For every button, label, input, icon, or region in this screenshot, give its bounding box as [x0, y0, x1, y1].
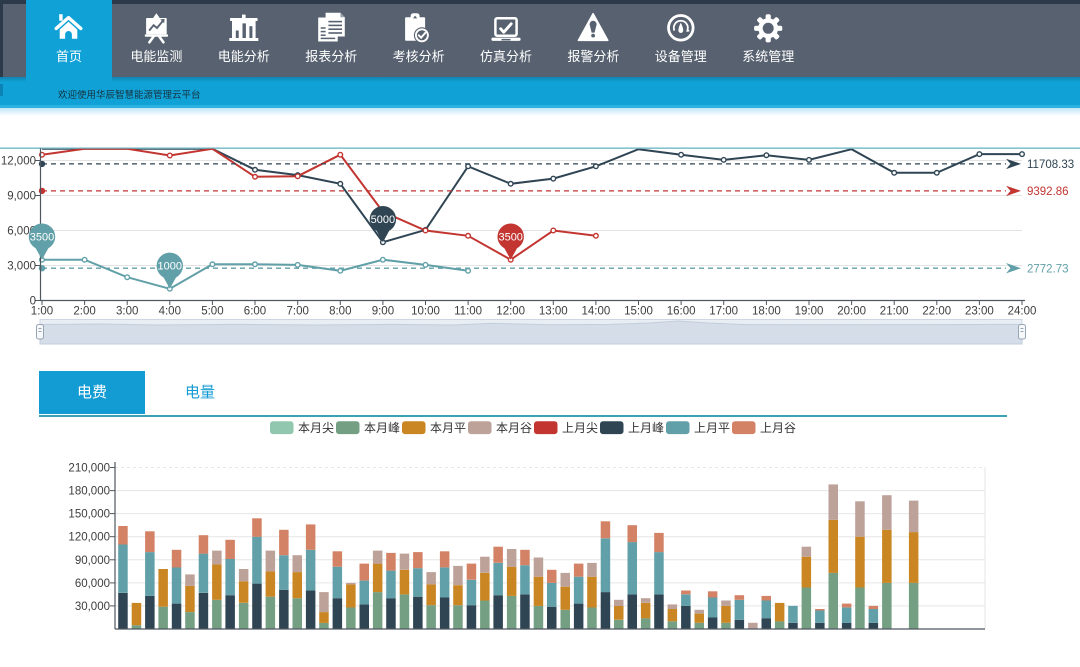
svg-text:3:00: 3:00: [116, 306, 138, 318]
svg-text:0: 0: [30, 296, 36, 308]
svg-text:210,000: 210,000: [68, 463, 110, 475]
svg-text:22:00: 22:00: [922, 306, 951, 318]
svg-text:120,000: 120,000: [68, 532, 110, 544]
svg-text:3500: 3500: [30, 232, 54, 244]
svg-text:9,000: 9,000: [7, 191, 36, 203]
svg-text:设备管理: 设备管理: [655, 49, 707, 64]
svg-text:24:00: 24:00: [1008, 306, 1037, 318]
svg-text:90,000: 90,000: [75, 555, 110, 567]
svg-text:16:00: 16:00: [667, 306, 696, 318]
svg-text:电能监测: 电能监测: [130, 49, 182, 64]
svg-text:21:00: 21:00: [880, 306, 909, 318]
svg-text:150,000: 150,000: [68, 509, 110, 521]
svg-text:3500: 3500: [498, 232, 522, 244]
svg-text:6,000: 6,000: [7, 226, 36, 238]
svg-text:上月峰: 上月峰: [628, 421, 664, 435]
svg-text:1:00: 1:00: [31, 306, 53, 318]
svg-text:首页: 首页: [56, 49, 82, 64]
svg-text:17:00: 17:00: [709, 306, 738, 318]
svg-text:11708.33: 11708.33: [1027, 159, 1074, 171]
svg-text:13:00: 13:00: [539, 306, 568, 318]
svg-text:4:00: 4:00: [159, 306, 181, 318]
svg-text:考核分析: 考核分析: [393, 49, 445, 64]
svg-text:9392.86: 9392.86: [1027, 186, 1069, 198]
svg-text:系统管理: 系统管理: [742, 49, 794, 64]
svg-text:5000: 5000: [371, 214, 395, 226]
svg-text:9:00: 9:00: [372, 306, 394, 318]
svg-text:上月谷: 上月谷: [760, 421, 796, 435]
svg-text:3,000: 3,000: [7, 261, 36, 273]
svg-text:2772.73: 2772.73: [1027, 263, 1069, 275]
svg-text:仿真分析: 仿真分析: [480, 49, 532, 64]
svg-text:电能分析: 电能分析: [218, 49, 270, 64]
svg-text:5:00: 5:00: [201, 306, 223, 318]
svg-text:18:00: 18:00: [752, 306, 781, 318]
svg-text:23:00: 23:00: [965, 306, 994, 318]
svg-text:60,000: 60,000: [75, 578, 110, 590]
svg-text:20:00: 20:00: [837, 306, 866, 318]
svg-text:14:00: 14:00: [582, 306, 611, 318]
svg-text:报表分析: 报表分析: [305, 49, 357, 64]
svg-text:15:00: 15:00: [624, 306, 653, 318]
svg-text:12,000: 12,000: [1, 156, 36, 168]
svg-text:7:00: 7:00: [287, 306, 309, 318]
svg-text:本月尖: 本月尖: [298, 421, 334, 435]
svg-text:180,000: 180,000: [68, 486, 110, 498]
svg-text:8:00: 8:00: [329, 306, 351, 318]
svg-text:6:00: 6:00: [244, 306, 266, 318]
svg-text:11:00: 11:00: [454, 306, 482, 318]
svg-text:本月峰: 本月峰: [364, 421, 400, 435]
svg-text:30,000: 30,000: [75, 601, 110, 613]
svg-text:报警分析: 报警分析: [567, 49, 619, 64]
svg-text:1000: 1000: [158, 261, 182, 273]
svg-text:2:00: 2:00: [73, 306, 95, 318]
svg-text:本月谷: 本月谷: [496, 421, 532, 435]
svg-text:12:00: 12:00: [496, 306, 525, 318]
svg-text:上月平: 上月平: [694, 421, 730, 435]
svg-text:本月平: 本月平: [430, 421, 466, 435]
svg-text:19:00: 19:00: [795, 306, 824, 318]
svg-text:10:00: 10:00: [411, 306, 440, 318]
svg-text:上月尖: 上月尖: [562, 421, 598, 435]
